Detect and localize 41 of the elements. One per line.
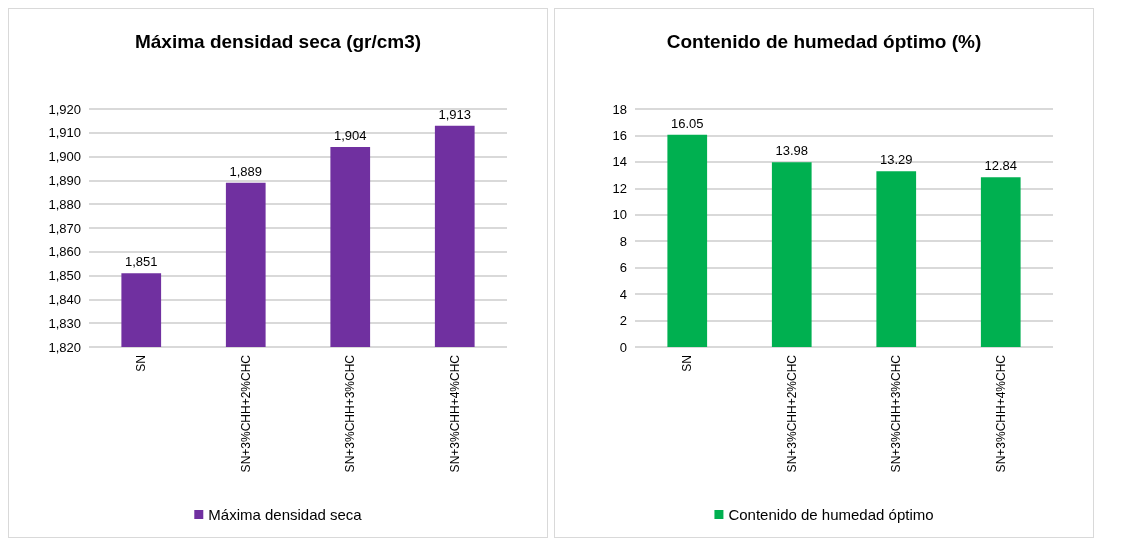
y-tick-label: 1,840 [48, 291, 81, 307]
y-tick-label: 1,820 [48, 339, 81, 355]
legend-label: Contenido de humedad óptimo [728, 506, 934, 523]
y-tick-label: 12 [612, 180, 627, 196]
y-tick-label: 1,900 [48, 149, 81, 165]
y-tick-label: 6 [619, 260, 627, 276]
y-tick-label: 1,830 [48, 315, 81, 331]
y-tick-label: 1,870 [48, 220, 81, 236]
data-label: 16.05 [670, 115, 704, 131]
data-label: 1,913 [438, 106, 472, 122]
x-tick-label: SN+3%CHH+2%CHC [784, 354, 799, 473]
y-tick-label: 1,910 [48, 125, 81, 141]
x-tick-label: SN+3%CHH+3%CHC [889, 354, 904, 473]
data-label: 1,851 [124, 254, 158, 270]
y-tick-label: 14 [612, 154, 627, 170]
y-tick-label: 1,850 [48, 268, 81, 284]
data-label: 13.29 [879, 152, 913, 168]
x-tick-label: SN+3%CHH+4%CHC [447, 354, 462, 473]
y-tick-label: 4 [619, 286, 627, 302]
x-tick-label: SN+3%CHH+2%CHC [238, 354, 253, 473]
y-tick-label: 2 [619, 313, 627, 329]
data-label: 1,904 [333, 128, 367, 144]
data-label: 1,889 [229, 163, 263, 179]
y-tick-label: 8 [619, 233, 627, 249]
chart-title: Contenido de humedad óptimo (%) [666, 31, 982, 52]
chart-title: Máxima densidad seca (gr/cm3) [134, 31, 422, 52]
data-label: 12.84 [984, 158, 1018, 174]
y-tick-label: 10 [612, 207, 627, 223]
x-tick-label: SN+3%CHH+4%CHC [993, 354, 1008, 473]
y-tick-label: 1,860 [48, 244, 81, 260]
x-tick-label: SN [680, 355, 695, 372]
y-tick-label: 1,880 [48, 196, 81, 212]
y-tick-label: 1,920 [48, 101, 81, 117]
legend-label: Máxima densidad seca [208, 506, 363, 523]
y-tick-label: 16 [612, 127, 627, 143]
x-tick-label: SN [134, 355, 149, 372]
x-tick-label: SN+3%CHH+3%CHC [343, 354, 358, 473]
y-tick-label: 1,890 [48, 172, 81, 188]
data-label: 13.98 [775, 143, 809, 159]
y-tick-label: 0 [619, 339, 627, 355]
y-tick-label: 18 [612, 101, 627, 117]
